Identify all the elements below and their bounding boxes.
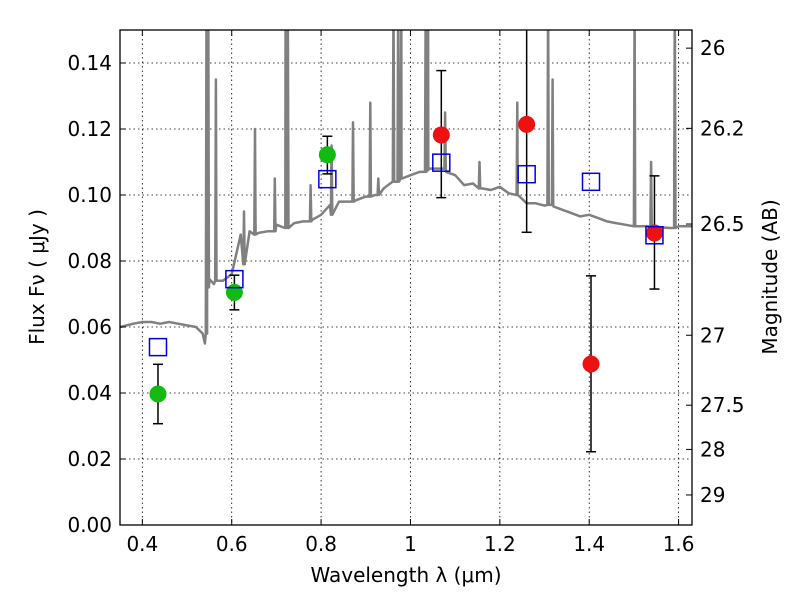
x-tick-label: 1.6 [663,532,695,556]
model-square-marker [318,169,337,189]
y2-axis-ticks: 26 26.2 26.5 27 27.5 28 29 [686,36,745,507]
x-tick-label: 1 [404,532,417,556]
model-square-marker [148,337,168,357]
model-square-marker [225,269,244,289]
green-detections-marker [225,283,243,301]
red-detections-marker [582,355,600,373]
data-markers [148,115,664,403]
y-axis-label: Flux Fν ( μJy ) [25,209,49,345]
y2-tick-label: 29 [700,483,725,507]
y-tick-label: 0.00 [67,513,112,537]
x-tick-label: 1.2 [484,532,516,556]
y-tick-label: 0.08 [67,249,112,273]
y2-axis-label: Magnitude (AB) [758,199,782,354]
y2-tick-label: 26.2 [700,116,745,140]
plot-frame [119,29,693,526]
y2-tick-label: 27 [700,323,725,347]
red-detections-marker [518,115,536,133]
x-tick-label: 0.4 [126,532,158,556]
green-detections-marker [149,385,167,403]
y-tick-label: 0.06 [67,315,112,339]
y-tick-label: 0.02 [67,447,112,471]
model-square-marker [517,164,536,184]
model-square-marker [432,153,451,172]
red-detections-marker [432,126,450,144]
y2-tick-label: 28 [700,437,725,461]
model-square-marker [581,172,601,192]
model-spectrum [120,30,692,345]
y-tick-label: 0.12 [67,117,112,141]
x-tick-label: 0.6 [216,532,248,556]
green-detections-marker [318,146,336,164]
y2-tick-label: 26.5 [700,212,745,236]
y2-tick-label: 27.5 [700,393,745,417]
x-axis-label: Wavelength λ (μm) [310,563,501,587]
y-axis-ticks: 0.00 0.02 0.04 0.06 0.08 0.10 0.12 0.14 [67,51,126,537]
error-bars [152,30,660,453]
spectrum-line [120,30,692,345]
x-axis-ticks: 0.4 0.6 0.8 1 1.2 1.4 1.6 [126,30,695,556]
model-square-marker [645,226,664,245]
y-tick-label: 0.14 [67,51,112,75]
x-tick-label: 1.4 [573,532,605,556]
y-tick-label: 0.10 [67,183,112,207]
x-tick-label: 0.8 [305,532,337,556]
y2-tick-label: 26 [700,36,725,60]
y-tick-label: 0.04 [67,381,112,405]
